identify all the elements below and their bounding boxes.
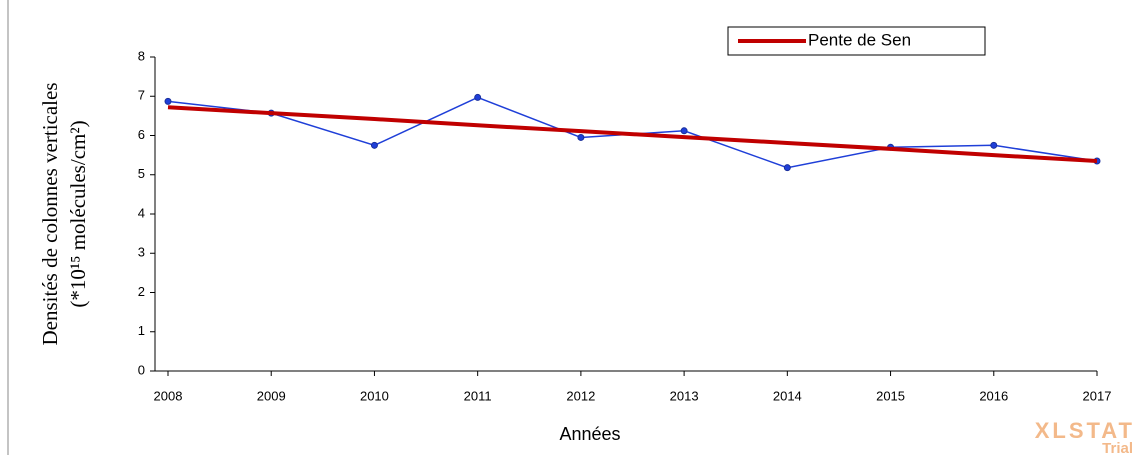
x-tick-label: 2013 xyxy=(670,388,699,403)
y-tick-label: 0 xyxy=(138,362,145,377)
data-point xyxy=(164,97,172,105)
legend-label: Pente de Sen xyxy=(808,30,911,49)
data-point xyxy=(577,133,585,141)
x-tick-label: 2010 xyxy=(360,388,389,403)
watermark: XLSTAT xyxy=(1035,418,1135,443)
x-tick-label: 2012 xyxy=(566,388,595,403)
data-point xyxy=(370,141,378,149)
x-tick-label: 2016 xyxy=(979,388,1008,403)
x-tick-label: 2011 xyxy=(464,388,492,403)
y-tick-label: 6 xyxy=(138,127,145,142)
y-tick-label: 1 xyxy=(138,323,145,338)
y-tick-label: 5 xyxy=(138,166,145,181)
x-tick-label: 2015 xyxy=(876,388,905,403)
data-point xyxy=(990,141,998,149)
y-tick-label: 8 xyxy=(138,48,145,63)
y-tick-label: 7 xyxy=(138,88,145,103)
y-axis-title: Densités de colonnes verticales xyxy=(38,83,62,346)
data-point xyxy=(680,127,688,135)
data-point xyxy=(783,164,791,172)
x-axis-title: Années xyxy=(559,424,620,444)
y-axis-title: (*10¹⁵ molécules/cm²) xyxy=(66,120,90,307)
trend-line xyxy=(167,105,1098,164)
y-tick-label: 4 xyxy=(138,205,145,220)
y-tick-label: 3 xyxy=(138,245,145,260)
y-tick-label: 2 xyxy=(138,284,145,299)
x-tick-label: 2009 xyxy=(257,388,286,403)
watermark: Trial xyxy=(1102,440,1133,455)
data-point xyxy=(474,93,482,101)
x-tick-label: 2017 xyxy=(1083,388,1112,403)
x-tick-label: 2008 xyxy=(154,388,183,403)
x-tick-label: 2014 xyxy=(773,388,802,403)
